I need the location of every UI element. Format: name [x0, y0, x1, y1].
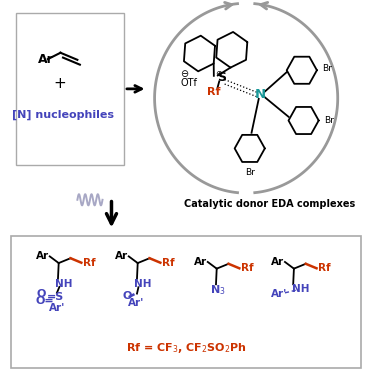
FancyBboxPatch shape: [16, 12, 124, 165]
Text: Rf: Rf: [83, 258, 96, 268]
Text: Rf: Rf: [162, 258, 175, 268]
Text: NH: NH: [134, 279, 152, 289]
Text: Ar': Ar': [272, 289, 288, 299]
Text: Rf = CF$_3$, CF$_2$SO$_2$Ph: Rf = CF$_3$, CF$_2$SO$_2$Ph: [126, 340, 248, 354]
FancyBboxPatch shape: [11, 236, 361, 368]
Text: =S: =S: [46, 292, 64, 302]
Text: +: +: [53, 76, 66, 91]
Text: OTf: OTf: [180, 78, 197, 88]
Text: Rf: Rf: [207, 87, 220, 97]
Text: Ar: Ar: [38, 53, 54, 66]
Text: S: S: [217, 71, 226, 84]
Text: NH: NH: [56, 279, 73, 289]
Text: N: N: [255, 88, 266, 101]
Text: N$_3$: N$_3$: [210, 284, 226, 297]
Text: Ar: Ar: [271, 257, 284, 267]
Text: $\ominus$: $\ominus$: [180, 68, 190, 79]
Text: Ar: Ar: [114, 251, 128, 261]
Text: [N] nucleophiles: [N] nucleophiles: [12, 110, 114, 120]
Text: Rf: Rf: [241, 263, 254, 273]
Text: Br: Br: [324, 116, 334, 125]
Text: NH: NH: [292, 285, 310, 294]
Text: Ar: Ar: [36, 251, 49, 261]
Text: O=: O=: [36, 296, 54, 306]
Text: Rf: Rf: [318, 263, 331, 273]
Text: Ar': Ar': [128, 298, 144, 308]
Text: Ar': Ar': [49, 303, 65, 313]
Text: Br: Br: [245, 168, 255, 177]
Text: O: O: [122, 291, 132, 301]
Text: Ar: Ar: [194, 257, 207, 267]
Text: $\oplus$: $\oplus$: [215, 69, 223, 78]
Text: Br: Br: [322, 63, 332, 72]
Text: Catalytic donor EDA complexes: Catalytic donor EDA complexes: [184, 199, 355, 209]
Text: O: O: [37, 289, 46, 299]
